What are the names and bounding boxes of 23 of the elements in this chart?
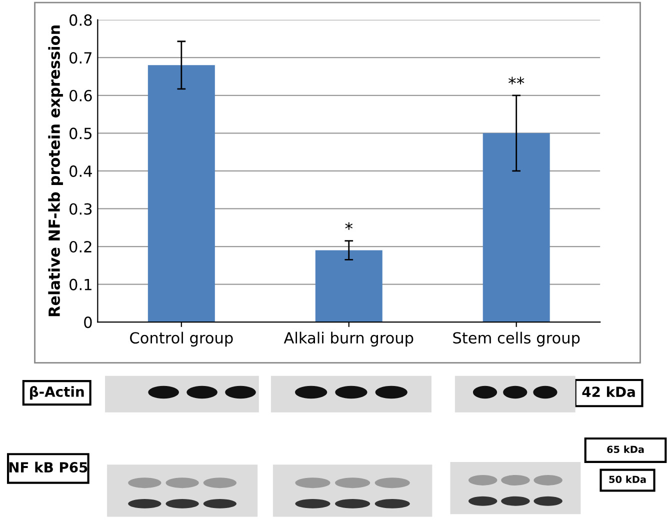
y-tick-label: 0.5: [70, 128, 92, 140]
bar: [482, 133, 550, 322]
y-tick-label: 0.1: [70, 278, 92, 290]
y-tick-label: 0.7: [70, 52, 92, 64]
text: 42 kDa: [582, 386, 635, 398]
x-tick-label: Alkali burn group: [284, 332, 414, 347]
text: β-Actin: [30, 386, 84, 400]
y-tick-label: 0.3: [70, 203, 92, 215]
x-tick-label: Stem cells group: [453, 332, 580, 347]
annotation: *: [345, 222, 353, 230]
bar: [315, 250, 382, 322]
x-tick-label: Control group: [130, 332, 233, 347]
bar: [148, 65, 215, 322]
y-tick-label: 0.2: [70, 240, 92, 253]
y-axis-title: Relative NF-kb protein expression: [48, 26, 63, 316]
text: 50 kDa: [609, 476, 646, 484]
y-tick-label: 0.6: [70, 90, 92, 102]
y-tick-label: 0.4: [70, 165, 92, 177]
annotation: **: [508, 76, 524, 84]
text: 65 kDa: [607, 446, 644, 454]
y-tick-label: 0.8: [70, 14, 92, 26]
y-tick-label: 0: [84, 316, 92, 328]
text: NF kB P65: [9, 462, 88, 473]
